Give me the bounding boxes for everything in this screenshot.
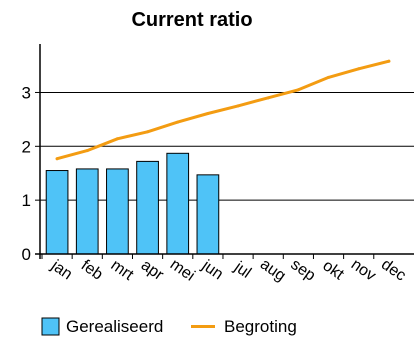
legend-label-begroting: Begroting	[224, 317, 297, 336]
point-begroting-okt	[327, 75, 331, 79]
x-tick-label-apr: apr	[138, 257, 167, 285]
x-tick-label-aug: aug	[257, 256, 289, 285]
y-tick-label-3: 3	[22, 83, 31, 102]
point-begroting-apr	[146, 130, 150, 134]
x-tick-label-nov: nov	[348, 256, 379, 285]
bar-series-gerealiseerd	[45, 152, 220, 255]
legend-swatch-gerealiseerd	[41, 317, 60, 336]
axes	[35, 44, 414, 259]
x-tick-label-jun: jun	[198, 257, 226, 284]
chart-title: Current ratio	[131, 9, 252, 31]
point-begroting-jul	[236, 104, 240, 108]
bar-jun	[196, 174, 220, 255]
point-begroting-jan	[55, 157, 59, 161]
x-tick-label-sep: sep	[288, 256, 319, 285]
bar-feb	[75, 168, 99, 255]
bar-mrt	[106, 168, 129, 255]
y-tick-label-2: 2	[22, 137, 31, 156]
point-begroting-feb	[85, 149, 89, 153]
point-begroting-sep	[296, 88, 300, 92]
point-begroting-mrt	[115, 137, 119, 141]
point-begroting-nov	[357, 67, 361, 71]
bar-mei	[166, 152, 190, 255]
point-begroting-aug	[266, 96, 270, 100]
x-tick-label-jan: jan	[47, 257, 75, 284]
point-begroting-mei	[176, 120, 180, 124]
x-tick-label-mei: mei	[167, 256, 198, 285]
point-begroting-jun	[206, 111, 210, 115]
legend: Gerealiseerd Begroting	[41, 317, 297, 336]
y-tick-labels: 0 1 2 3	[22, 83, 31, 264]
line-series-begroting	[55, 59, 391, 161]
x-tick-label-feb: feb	[78, 257, 106, 284]
x-tick-label-okt: okt	[319, 257, 347, 283]
line-begroting	[55, 59, 391, 161]
legend-label-gerealiseerd: Gerealiseerd	[66, 317, 163, 336]
point-begroting-dec	[387, 59, 391, 63]
y-tick-label-1: 1	[22, 191, 31, 210]
x-tick-label-mrt: mrt	[108, 257, 137, 284]
bar-jan	[45, 170, 69, 255]
bar-apr	[136, 160, 159, 255]
x-tick-label-jul: jul	[230, 258, 254, 282]
x-tick-label-dec: dec	[378, 256, 409, 285]
gridlines	[40, 91, 414, 201]
y-tick-label-0: 0	[22, 245, 31, 264]
